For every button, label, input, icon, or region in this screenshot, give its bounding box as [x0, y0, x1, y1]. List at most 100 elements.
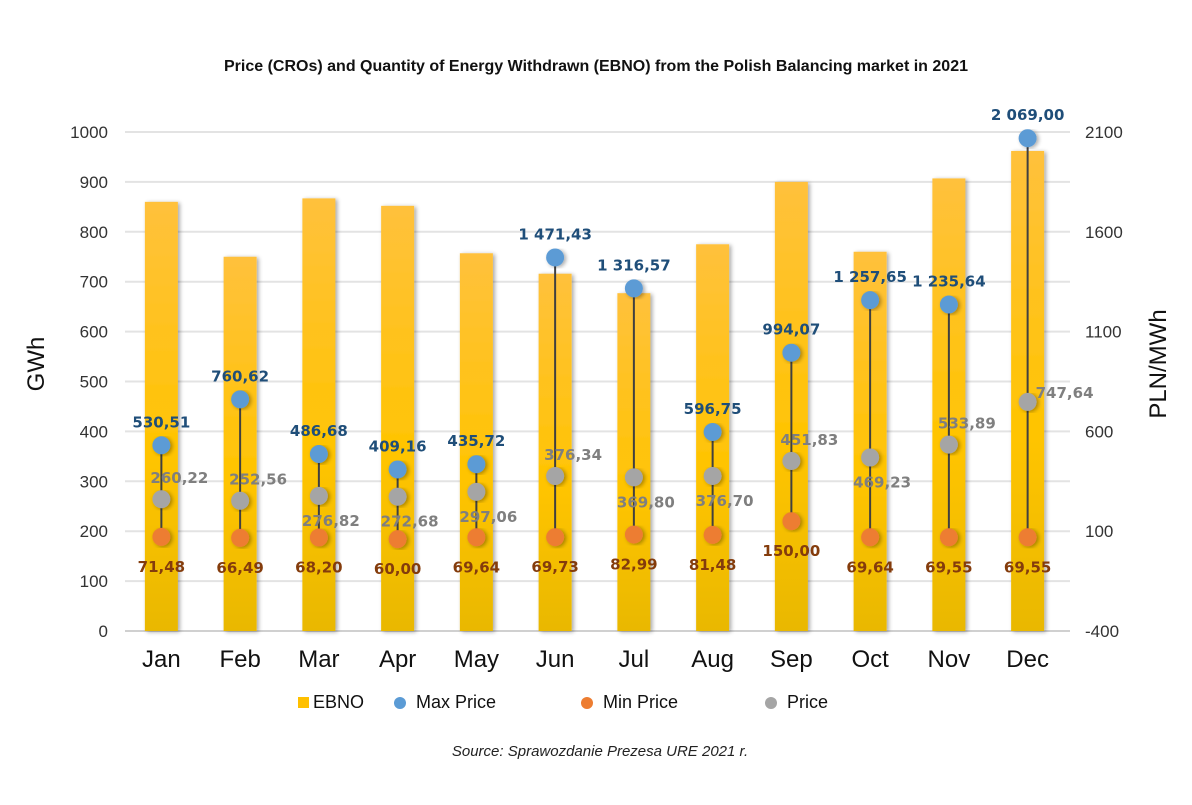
min-price-label: 150,00 — [762, 542, 820, 560]
price-point — [231, 491, 250, 510]
ebno-bars — [144, 150, 1045, 632]
y-tick-label-left: 200 — [80, 522, 108, 541]
legend-label: Max Price — [416, 692, 497, 712]
x-category-label: Oct — [851, 646, 889, 673]
max-price-label: 2 069,00 — [991, 106, 1065, 124]
y-tick-label-right: 1600 — [1085, 223, 1123, 242]
legend-max-price-dot-icon — [394, 696, 406, 709]
y-tick-label-left: 400 — [80, 422, 108, 441]
min-price-label: 69,64 — [453, 558, 500, 576]
price-point — [309, 486, 328, 505]
price-point — [467, 482, 486, 501]
legend-item-ebno: EBNO — [298, 692, 364, 713]
min-price-point — [467, 528, 486, 547]
min-price-point — [624, 525, 643, 544]
price-label: 252,56 — [229, 471, 287, 489]
legend-min-price-dot-icon — [581, 696, 593, 709]
y-tick-label-left: 1000 — [70, 123, 108, 142]
min-price-point — [1018, 528, 1037, 547]
x-category-label: Jan — [142, 646, 181, 673]
price-label: 469,23 — [853, 474, 911, 492]
min-price-point — [939, 528, 958, 547]
min-price-label: 68,20 — [295, 559, 342, 577]
min-price-label: 66,49 — [216, 559, 263, 577]
y-tick-label-right: 600 — [1085, 422, 1113, 441]
price-label: 747,64 — [1036, 384, 1094, 402]
min-price-point — [703, 525, 722, 544]
y-axis-title-left: GWh — [23, 337, 50, 392]
min-price-label: 69,55 — [925, 558, 972, 576]
max-price-label: 409,16 — [369, 437, 427, 455]
y-tick-label-left: 300 — [80, 472, 108, 491]
price-label: 451,83 — [780, 431, 838, 449]
y-tick-label-left: 800 — [80, 223, 108, 242]
max-price-point — [939, 295, 958, 314]
max-price-point — [388, 460, 407, 479]
legend-item-price: Price — [765, 692, 828, 713]
ebno-bar — [459, 253, 493, 631]
y-tick-label-left: 600 — [80, 323, 108, 342]
max-price-label: 435,72 — [447, 432, 505, 450]
min-price-label: 69,64 — [846, 558, 893, 576]
x-category-label: May — [454, 646, 499, 673]
y-axis-title-right: PLN/MWh — [1145, 309, 1172, 418]
x-category-label: Jul — [619, 646, 650, 673]
price-label: 297,06 — [459, 508, 517, 526]
max-price-label: 1 235,64 — [912, 273, 986, 291]
min-price-label: 69,73 — [531, 558, 578, 576]
min-price-label: 69,55 — [1004, 558, 1051, 576]
max-price-label: 994,07 — [762, 321, 820, 339]
legend-price-dot-icon — [765, 696, 777, 709]
gridlines — [125, 131, 1070, 632]
price-label: 369,80 — [617, 493, 675, 511]
y-tick-label-left: 900 — [80, 173, 108, 192]
legend-label: Min Price — [603, 692, 679, 712]
max-price-label: 1 257,65 — [833, 268, 907, 286]
max-price-point — [309, 445, 328, 464]
max-price-point — [624, 279, 643, 298]
max-price-point — [1018, 129, 1037, 148]
min-price-point — [546, 528, 565, 547]
max-price-point — [152, 436, 171, 455]
price-point — [1018, 392, 1037, 411]
x-category-label: Mar — [298, 646, 339, 673]
min-price-label: 60,00 — [374, 560, 421, 578]
y-tick-label-left: 700 — [80, 273, 108, 292]
max-price-point — [467, 455, 486, 474]
ebno-bar — [302, 198, 336, 631]
y-tick-label-right: -400 — [1085, 622, 1119, 641]
max-price-point — [703, 423, 722, 442]
price-label: 376,34 — [544, 446, 602, 464]
max-price-label: 486,68 — [290, 422, 348, 440]
price-point — [152, 490, 171, 509]
price-point — [782, 451, 801, 470]
price-point — [624, 468, 643, 487]
min-price-point — [388, 530, 407, 549]
max-price-label: 1 316,57 — [597, 256, 671, 274]
min-price-point — [152, 527, 171, 546]
x-category-label: Nov — [928, 646, 971, 673]
y-tick-label-left: 100 — [80, 572, 108, 591]
max-price-point — [231, 390, 250, 409]
price-point — [861, 448, 880, 467]
price-point — [703, 466, 722, 485]
legend-label: EBNO — [313, 692, 365, 712]
x-category-label: Sep — [770, 646, 813, 673]
price-label: 260,22 — [150, 469, 208, 487]
max-price-point — [782, 343, 801, 362]
x-category-label: Dec — [1006, 646, 1049, 673]
y-tick-label-left: 500 — [80, 373, 108, 392]
min-price-point — [782, 512, 801, 531]
min-price-point — [231, 528, 250, 547]
price-label: 272,68 — [381, 513, 439, 531]
price-label: 276,82 — [302, 512, 360, 530]
data-labels: 530,51 760,62 486,68 409,16 435,72 1 471,43 1 … — [132, 106, 1093, 578]
price-point — [939, 435, 958, 454]
ebno-bar — [144, 201, 178, 632]
y-tick-label-right: 1100 — [1085, 323, 1122, 342]
price-label: 533,89 — [938, 415, 996, 433]
legend-ebno-swatch-icon — [298, 697, 309, 708]
max-price-label: 760,62 — [211, 367, 269, 385]
legend-item-max-price: Max Price — [394, 692, 496, 713]
category-labels: Jan Feb Mar Apr May Jun Jul Aug Sep Oct Nov Dec — [142, 646, 1049, 673]
